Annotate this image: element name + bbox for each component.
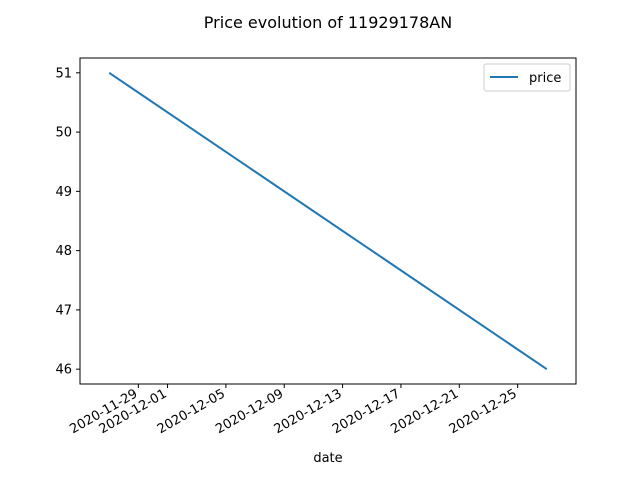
y-tick-label: 46 bbox=[55, 363, 72, 378]
series-line-price bbox=[108, 71, 548, 371]
x-axis-label: date bbox=[313, 451, 342, 466]
y-tick-label: 48 bbox=[55, 244, 72, 259]
y-tick-label: 49 bbox=[55, 185, 72, 200]
y-tick-label: 51 bbox=[55, 66, 72, 81]
legend-label-price: price bbox=[529, 71, 561, 86]
y-tick-label: 47 bbox=[55, 303, 72, 318]
legend: price bbox=[483, 63, 571, 92]
plot-area: 4647484950512020-11-292020-12-012020-12-… bbox=[55, 57, 577, 437]
chart-title: Price evolution of 11929178AN bbox=[204, 13, 452, 32]
y-tick-label: 50 bbox=[55, 126, 72, 141]
legend-box bbox=[483, 63, 571, 92]
plot-frame bbox=[79, 57, 577, 385]
